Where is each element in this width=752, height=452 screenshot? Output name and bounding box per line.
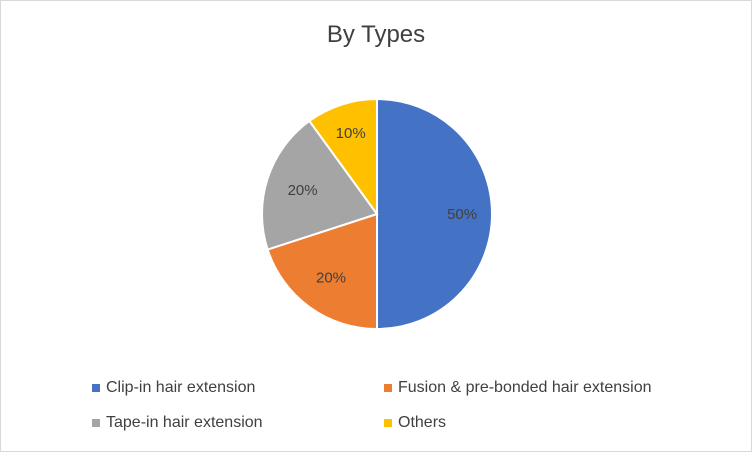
legend-swatch [92,419,100,427]
legend-item-clip-in: Clip-in hair extension [92,379,255,397]
legend-item-others: Others [384,414,446,432]
data-label-2: 20% [288,182,318,199]
data-label-0: 50% [447,206,477,223]
data-label-1: 20% [316,269,346,286]
pie-slice-3 [308,97,378,218]
pie-slice-0 [376,97,493,331]
legend-swatch [92,384,100,392]
legend-label: Fusion & pre-bonded hair extension [398,379,652,396]
data-label-3: 10% [336,125,366,142]
pie-slice-2 [261,119,379,251]
legend-label: Tape-in hair extension [106,414,263,431]
legend-item-fusion: Fusion & pre-bonded hair extension [384,379,652,397]
legend-label: Others [398,414,447,431]
pie-slice-1 [266,212,378,331]
legend-swatch [384,419,392,427]
chart-title: By Types [326,21,426,48]
legend-item-tape-in: Tape-in hair extension [92,414,263,432]
legend-label: Clip-in hair extension [106,379,256,396]
legend-swatch [384,384,392,392]
